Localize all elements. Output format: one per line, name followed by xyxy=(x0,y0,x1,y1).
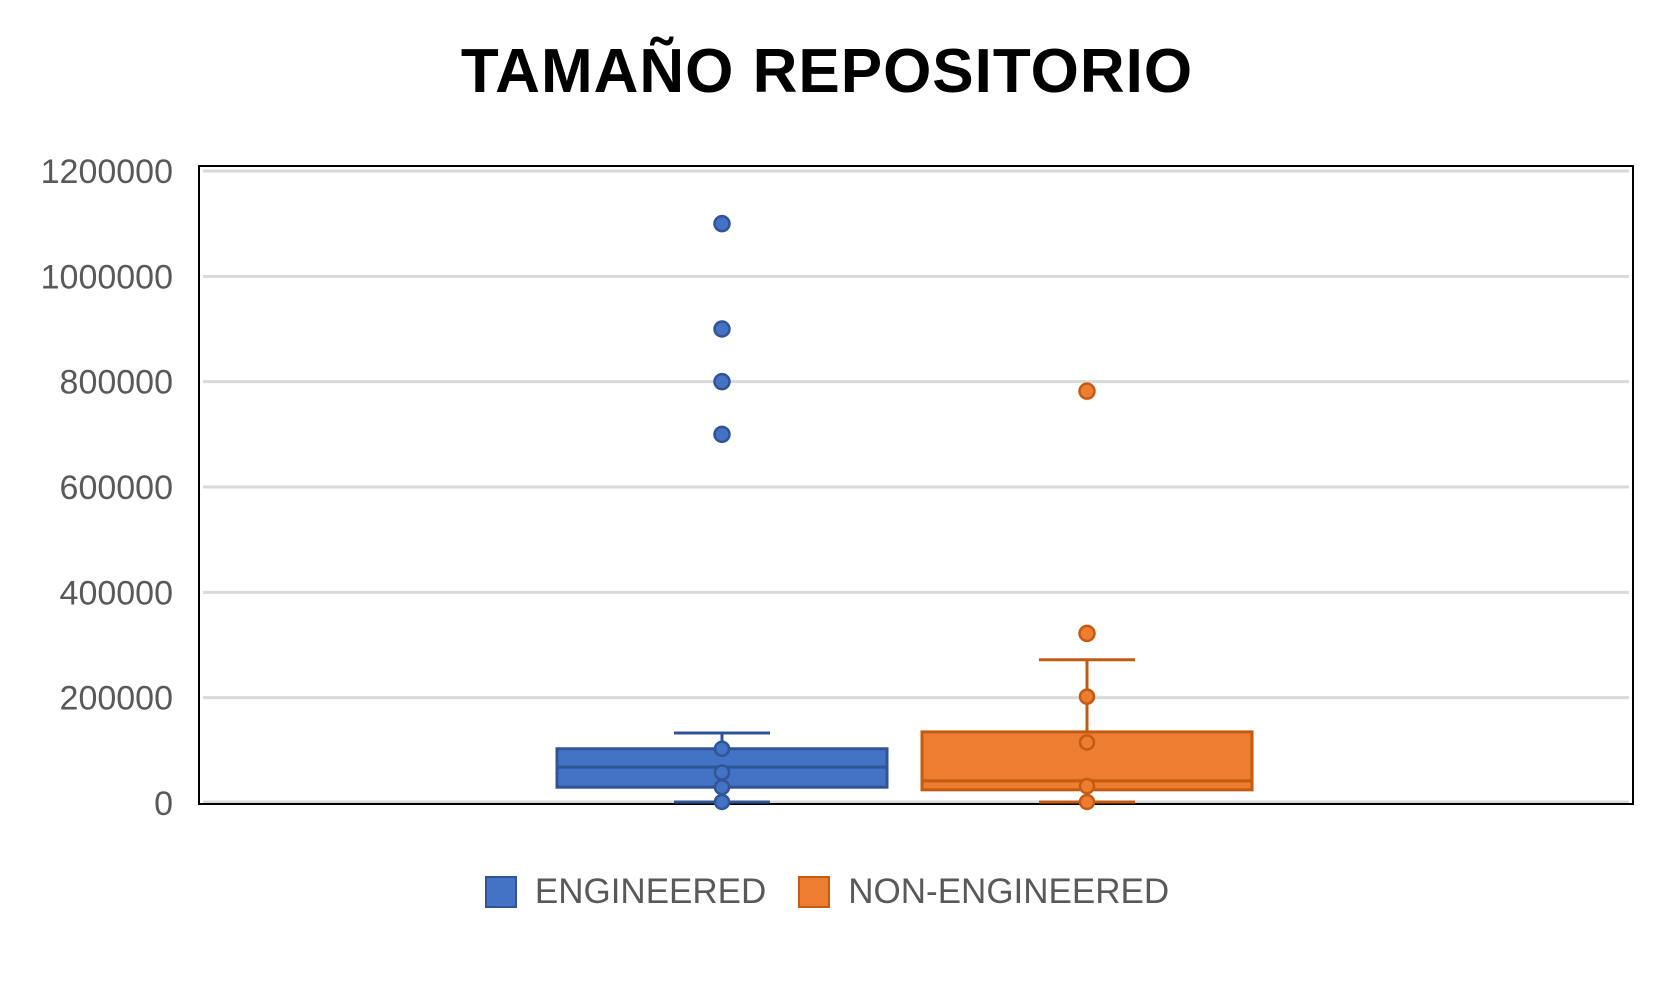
legend-swatch-non-engineered xyxy=(798,876,831,908)
inner-point xyxy=(1078,688,1096,705)
inner-point xyxy=(1078,734,1096,751)
y-tick-label: 1200000 xyxy=(41,153,173,191)
chart-title: TAMAÑO REPOSITORIO xyxy=(460,37,1194,106)
inner-point xyxy=(1078,777,1096,795)
box-series xyxy=(555,214,1254,811)
outlier-point xyxy=(1078,382,1096,400)
gridlines xyxy=(203,169,1629,804)
legend-item-engineered: ENGINEERED xyxy=(484,872,767,912)
y-tick-label: 800000 xyxy=(60,364,173,402)
inner-point xyxy=(713,778,731,796)
inner-point xyxy=(713,793,731,811)
y-tick-label: 600000 xyxy=(60,469,173,507)
y-tick-label: 1000000 xyxy=(41,258,173,296)
inner-point xyxy=(1078,793,1096,811)
inner-point xyxy=(713,740,731,758)
legend: ENGINEERED NON-ENGINEERED xyxy=(0,872,1654,912)
outlier-point xyxy=(713,372,731,391)
legend-label-engineered: ENGINEERED xyxy=(534,872,767,911)
y-tick-label: 200000 xyxy=(60,680,173,718)
box-engineered xyxy=(555,214,889,811)
box-non-engineered xyxy=(920,382,1254,811)
y-tick-label: 0 xyxy=(154,785,173,823)
outlier-point xyxy=(713,425,731,444)
plot-area-frame xyxy=(198,165,1634,805)
y-tick-label: 400000 xyxy=(60,574,173,612)
legend-label-non-engineered: NON-ENGINEERED xyxy=(848,872,1170,911)
y-axis-ticks: 0 200000 400000 600000 800000 1000000 1200000 xyxy=(41,153,173,823)
legend-item-non-engineered: NON-ENGINEERED xyxy=(798,872,1169,912)
outlier-point xyxy=(713,214,731,233)
outlier-point xyxy=(713,320,731,338)
outlier-point xyxy=(1078,624,1096,643)
inner-point xyxy=(713,764,731,781)
legend-swatch-engineered xyxy=(484,876,517,908)
